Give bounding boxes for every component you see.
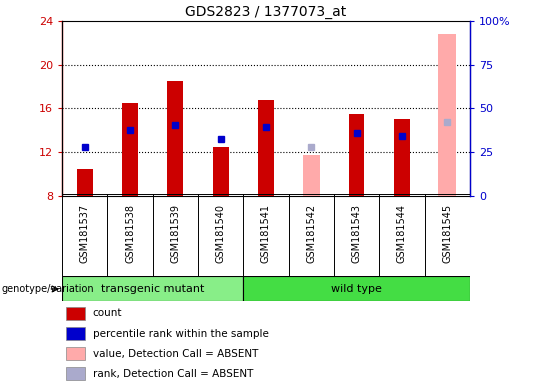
Bar — [213, 147, 228, 196]
Bar — [77, 169, 93, 196]
Bar — [62, 276, 244, 301]
Bar — [438, 34, 456, 196]
Bar — [394, 119, 410, 196]
Title: GDS2823 / 1377073_at: GDS2823 / 1377073_at — [185, 5, 347, 19]
Bar — [66, 327, 85, 340]
Text: GSM181543: GSM181543 — [352, 204, 362, 263]
Text: genotype/variation: genotype/variation — [1, 284, 94, 294]
Text: transgenic mutant: transgenic mutant — [101, 284, 204, 294]
Bar — [302, 156, 320, 196]
Text: GSM181539: GSM181539 — [170, 204, 180, 263]
Bar — [66, 367, 85, 381]
Text: GSM181538: GSM181538 — [125, 204, 135, 263]
Text: GSM181541: GSM181541 — [261, 204, 271, 263]
Text: wild type: wild type — [331, 284, 382, 294]
Text: rank, Detection Call = ABSENT: rank, Detection Call = ABSENT — [93, 369, 253, 379]
Bar — [122, 103, 138, 196]
Bar — [349, 114, 365, 196]
Text: GSM181540: GSM181540 — [215, 204, 226, 263]
Text: value, Detection Call = ABSENT: value, Detection Call = ABSENT — [93, 349, 258, 359]
Text: GSM181542: GSM181542 — [306, 204, 316, 263]
Bar — [167, 81, 183, 196]
Bar — [66, 347, 85, 360]
Text: count: count — [93, 308, 122, 318]
Text: percentile rank within the sample: percentile rank within the sample — [93, 329, 268, 339]
Bar — [258, 100, 274, 196]
Bar — [244, 276, 470, 301]
Bar — [66, 307, 85, 320]
Text: GSM181544: GSM181544 — [397, 204, 407, 263]
Text: GSM181537: GSM181537 — [80, 204, 90, 263]
Text: GSM181545: GSM181545 — [442, 204, 452, 263]
